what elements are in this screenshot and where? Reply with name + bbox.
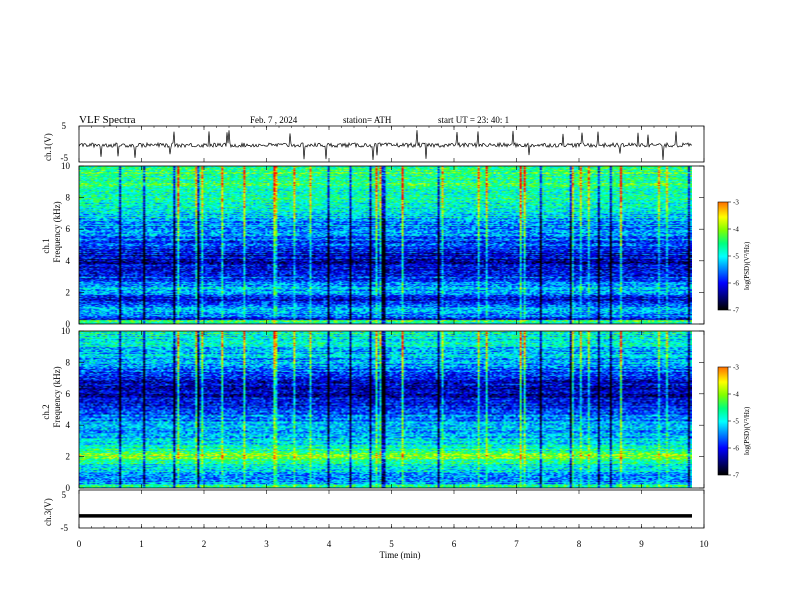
ytick-label: 4 xyxy=(66,256,71,266)
colorbar-tick-label: -6 xyxy=(733,280,739,288)
ch1-ytick-top: 5 xyxy=(62,121,67,131)
ytick-label: 2 xyxy=(66,452,71,462)
ch1-colorbar-label: log(PSD)(V²/Hz) xyxy=(743,241,751,290)
ch1-colorbar: -3 -4 -5 -6 -7 log(PSD)(V²/Hz) xyxy=(717,199,751,315)
ytick-label: 2 xyxy=(66,287,71,297)
colorbar-tick-label: -3 xyxy=(733,364,739,372)
ch3-ytick-top: 5 xyxy=(62,490,67,500)
colorbar-tick-label: -6 xyxy=(733,445,739,453)
colorbar-tick-label: -4 xyxy=(733,226,739,234)
colorbar-tick-label: -3 xyxy=(733,199,739,207)
figure-title: VLF Spectra xyxy=(79,114,136,126)
ytick-label: 4 xyxy=(66,420,71,430)
ch1-frequency-ylabel: Frequency (kHz) xyxy=(52,201,62,262)
xtick-label: 0 xyxy=(77,539,82,549)
xtick-label: 1 xyxy=(139,539,144,549)
ch2-colorbar-ticks: -3 -4 -5 -6 -7 xyxy=(728,364,739,480)
colorbar-tick-label: -5 xyxy=(733,253,739,261)
colorbar-tick-label: -7 xyxy=(733,472,739,480)
ch1-spectrogram xyxy=(78,165,705,325)
ytick-label: 8 xyxy=(66,357,71,367)
ytick-label: 6 xyxy=(66,389,71,399)
x-axis-ticks: 0 1 2 3 4 5 6 7 8 9 10 xyxy=(77,126,709,549)
xtick-label: 3 xyxy=(264,539,269,549)
ch2-colorbar-label: log(PSD)(V²/Hz) xyxy=(743,406,751,455)
station-label: station= ATH xyxy=(343,115,392,125)
xtick-label: 5 xyxy=(389,539,394,549)
ch1-waveform-trace xyxy=(78,130,692,161)
ytick-label: 0 xyxy=(66,319,71,329)
date-label: Feb. 7 , 2024 xyxy=(250,115,298,125)
ytick-label: 6 xyxy=(66,224,71,234)
xtick-label: 10 xyxy=(700,539,710,549)
ytick-label: 8 xyxy=(66,193,71,203)
start-time-label: start UT = 23: 40: 1 xyxy=(438,115,509,125)
ch1-spectrogram-image xyxy=(79,166,692,324)
ytick-label: 0 xyxy=(66,483,71,493)
xtick-label: 4 xyxy=(327,539,332,549)
ch2-colorbar: -3 -4 -5 -6 -7 log(PSD)(V²/Hz) xyxy=(717,364,751,480)
ch1-colorbar-gradient xyxy=(718,202,728,310)
xtick-label: 6 xyxy=(452,539,457,549)
ch1-channel-label: ch.1 xyxy=(41,238,51,253)
x-axis-label: Time (min) xyxy=(380,550,421,560)
ch3-waveform-frame xyxy=(78,489,705,529)
ch1-colorbar-ticks: -3 -4 -5 -6 -7 xyxy=(728,199,739,315)
ch2-spectrogram-image xyxy=(79,331,692,488)
ch1-spectrogram-yticks: 0 2 4 6 8 10 xyxy=(61,161,704,329)
ch2-spectrogram-yticks: 0 2 4 6 8 10 xyxy=(61,326,704,493)
ch3-ytick-bottom: -5 xyxy=(61,523,69,533)
ch2-colorbar-gradient xyxy=(718,367,728,475)
xtick-label: 7 xyxy=(514,539,519,549)
ch1-waveform-ylabel: ch.1(V) xyxy=(43,133,53,161)
xtick-label: 8 xyxy=(577,539,582,549)
ch2-channel-label: ch.2 xyxy=(41,404,51,419)
xtick-label: 9 xyxy=(639,539,644,549)
ch3-waveform-ylabel: ch.3(V) xyxy=(43,498,53,526)
ch2-spectrogram xyxy=(78,330,705,489)
ch2-frequency-ylabel: Frequency (kHz) xyxy=(52,366,62,427)
xtick-label: 2 xyxy=(202,539,207,549)
ytick-label: 10 xyxy=(61,161,71,171)
colorbar-tick-label: -5 xyxy=(733,418,739,426)
colorbar-tick-label: -4 xyxy=(733,391,739,399)
ytick-label: 10 xyxy=(61,326,71,336)
colorbar-tick-label: -7 xyxy=(733,307,739,315)
ch1-ytick-bottom: -5 xyxy=(61,153,69,163)
